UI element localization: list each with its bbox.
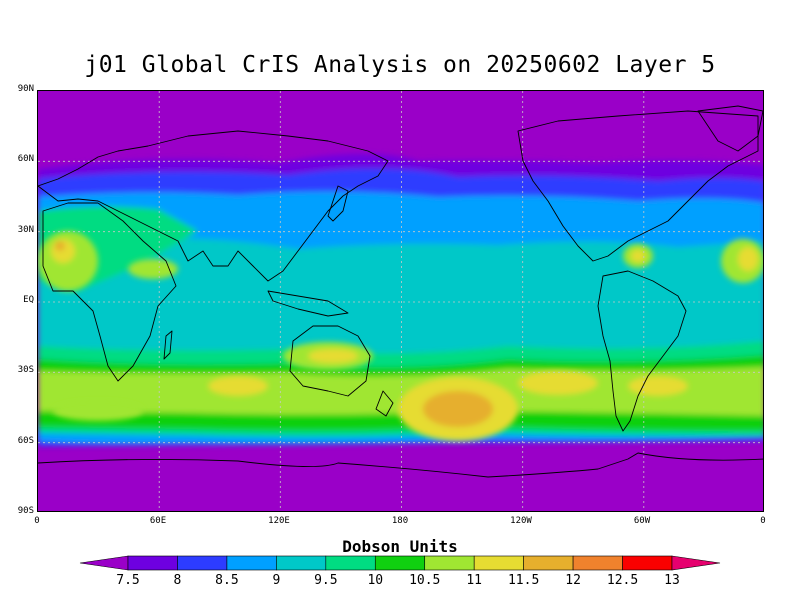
graticule (38, 91, 763, 511)
lon-tick-120e: 120E (268, 516, 290, 526)
colorbar-segment (622, 555, 673, 571)
colorbar-tick-label: 9.5 (314, 573, 338, 588)
lon-tick-0: 0 (34, 516, 40, 526)
map-title: j01 Global CrIS Analysis on 20250602 Lay… (84, 52, 716, 78)
colorbar-segment (325, 555, 376, 571)
colorbar-segment (276, 555, 327, 571)
field-features (38, 231, 763, 441)
ozone-map (37, 90, 764, 512)
colorbar-segment (127, 555, 178, 571)
lat-tick-eq: EQ (23, 295, 34, 305)
colorbar-segment (473, 555, 524, 571)
lon-tick-60w: 60W (633, 516, 651, 526)
lat-tick-90n: 90N (17, 84, 34, 94)
colorbar-tick-label: 8.5 (215, 573, 239, 588)
colorbar-tick-label: 12.5 (606, 573, 639, 588)
lat-tick-60s: 60S (17, 436, 34, 446)
colorbar-tick-label: 10 (367, 573, 384, 588)
colorbar-tick-label: 11.5 (507, 573, 540, 588)
colorbar-segment (424, 555, 475, 571)
colorbar-tick-label: 11 (466, 573, 482, 588)
colorbar-title: Dobson Units (342, 537, 458, 556)
lon-tick-0-end: 0 (760, 516, 766, 526)
colorbar-segment (226, 555, 277, 571)
lon-tick-60e: 60E (149, 516, 167, 526)
colorbar-segment (572, 555, 623, 571)
lat-tick-90s: 90S (17, 506, 34, 516)
colorbar-segment (374, 555, 426, 571)
colorbar-tick-label: 12 (565, 573, 581, 588)
colorbar-segment (177, 555, 228, 571)
lon-tick-120w: 120W (510, 516, 532, 526)
colorbar-tick-label: 8 (173, 573, 182, 588)
colorbar-low-triangle (79, 555, 129, 571)
colorbar-tick-label: 10.5 (409, 573, 441, 588)
colorbar-tick-label: 9 (272, 573, 281, 588)
colorbar-high-triangle (671, 555, 721, 571)
colorbar-tick-label: 7.5 (116, 573, 140, 588)
lat-tick-30s: 30S (17, 365, 34, 375)
colorbar-tick-label: 13 (664, 573, 680, 588)
colorbar-segment (523, 555, 574, 571)
lat-tick-60n: 60N (17, 154, 34, 164)
ozone-field-svg (38, 91, 763, 511)
coastlines (38, 105, 763, 478)
lon-tick-180: 180 (391, 516, 409, 526)
lat-tick-30n: 30N (17, 225, 34, 235)
